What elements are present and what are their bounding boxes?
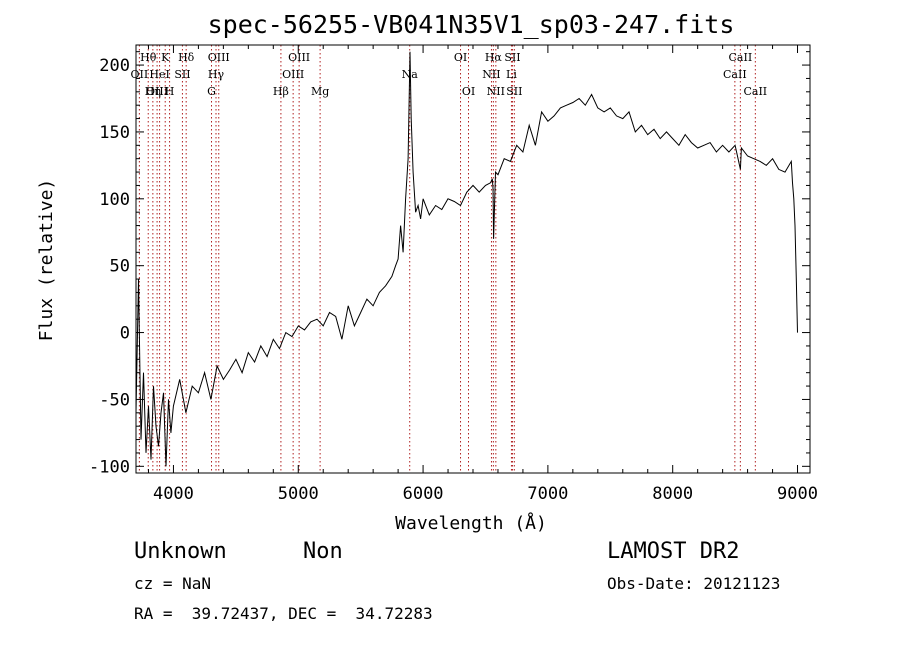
line-label: G (207, 85, 216, 98)
y-tick-label: 0 (120, 324, 130, 344)
y-tick-label: 150 (99, 123, 130, 143)
x-tick-label: 5000 (278, 484, 319, 504)
line-label: OIII (282, 68, 304, 81)
object-class: Unknown (134, 539, 227, 564)
line-label: Hη (145, 85, 161, 98)
line-label: NII (482, 68, 500, 81)
line-label: Hδ (178, 51, 195, 64)
y-tick-label: 100 (99, 190, 130, 210)
line-label: H (165, 85, 175, 98)
x-tick-label: 4000 (153, 484, 194, 504)
line-label: CaII (723, 68, 747, 81)
y-tick-label: -50 (99, 390, 130, 410)
chart-title: spec-56255-VB041N35V1_sp03-247.fits (208, 10, 735, 39)
x-tick-label: 9000 (777, 484, 818, 504)
emission-line-markers (138, 45, 756, 473)
redshift-cz: cz = NaN (134, 574, 212, 593)
plot-frame (135, 44, 811, 474)
line-label: Hθ (140, 51, 157, 64)
line-label: CaII (729, 51, 753, 64)
x-axis-label: Wavelength (Å) (395, 512, 547, 534)
line-label: Li (506, 68, 517, 81)
line-label: OI (462, 85, 475, 98)
line-label: SII (174, 68, 190, 81)
line-label: SII (506, 85, 522, 98)
line-label: OIII (208, 51, 230, 64)
x-axis: 4000 5000 6000 7000 8000 9000 (147, 45, 818, 504)
survey-name: LAMOST DR2 (607, 539, 740, 564)
line-label: NII (487, 85, 505, 98)
y-tick-label: 50 (110, 257, 130, 277)
spectrum-line (135, 51, 798, 467)
line-label: HeI (149, 68, 169, 81)
y-tick-label: 200 (99, 56, 130, 76)
line-label: OI (454, 51, 467, 64)
line-label: SII (504, 51, 520, 64)
line-label: OIII (146, 85, 168, 98)
y-axis-label: Flux (relative) (36, 179, 57, 342)
coordinates: RA = 39.72437, DEC = 34.72283 (134, 604, 433, 623)
x-tick-label: 7000 (527, 484, 568, 504)
x-tick-label: 6000 (403, 484, 444, 504)
line-label: OIII (288, 51, 310, 64)
y-axis: -100 -50 0 50 100 150 200 (89, 51, 810, 477)
line-label: CaII (743, 85, 767, 98)
line-label: OII (131, 68, 149, 81)
line-label: Mg (311, 85, 329, 98)
line-label: K (161, 51, 170, 64)
y-tick-label: -100 (89, 457, 130, 477)
observation-date: Obs-Date: 20121123 (607, 574, 781, 593)
object-subclass: Non (303, 539, 343, 564)
line-label: Hβ (273, 85, 289, 98)
line-label: Hγ (208, 68, 225, 81)
x-tick-label: 8000 (652, 484, 693, 504)
line-label: Hα (485, 51, 503, 64)
